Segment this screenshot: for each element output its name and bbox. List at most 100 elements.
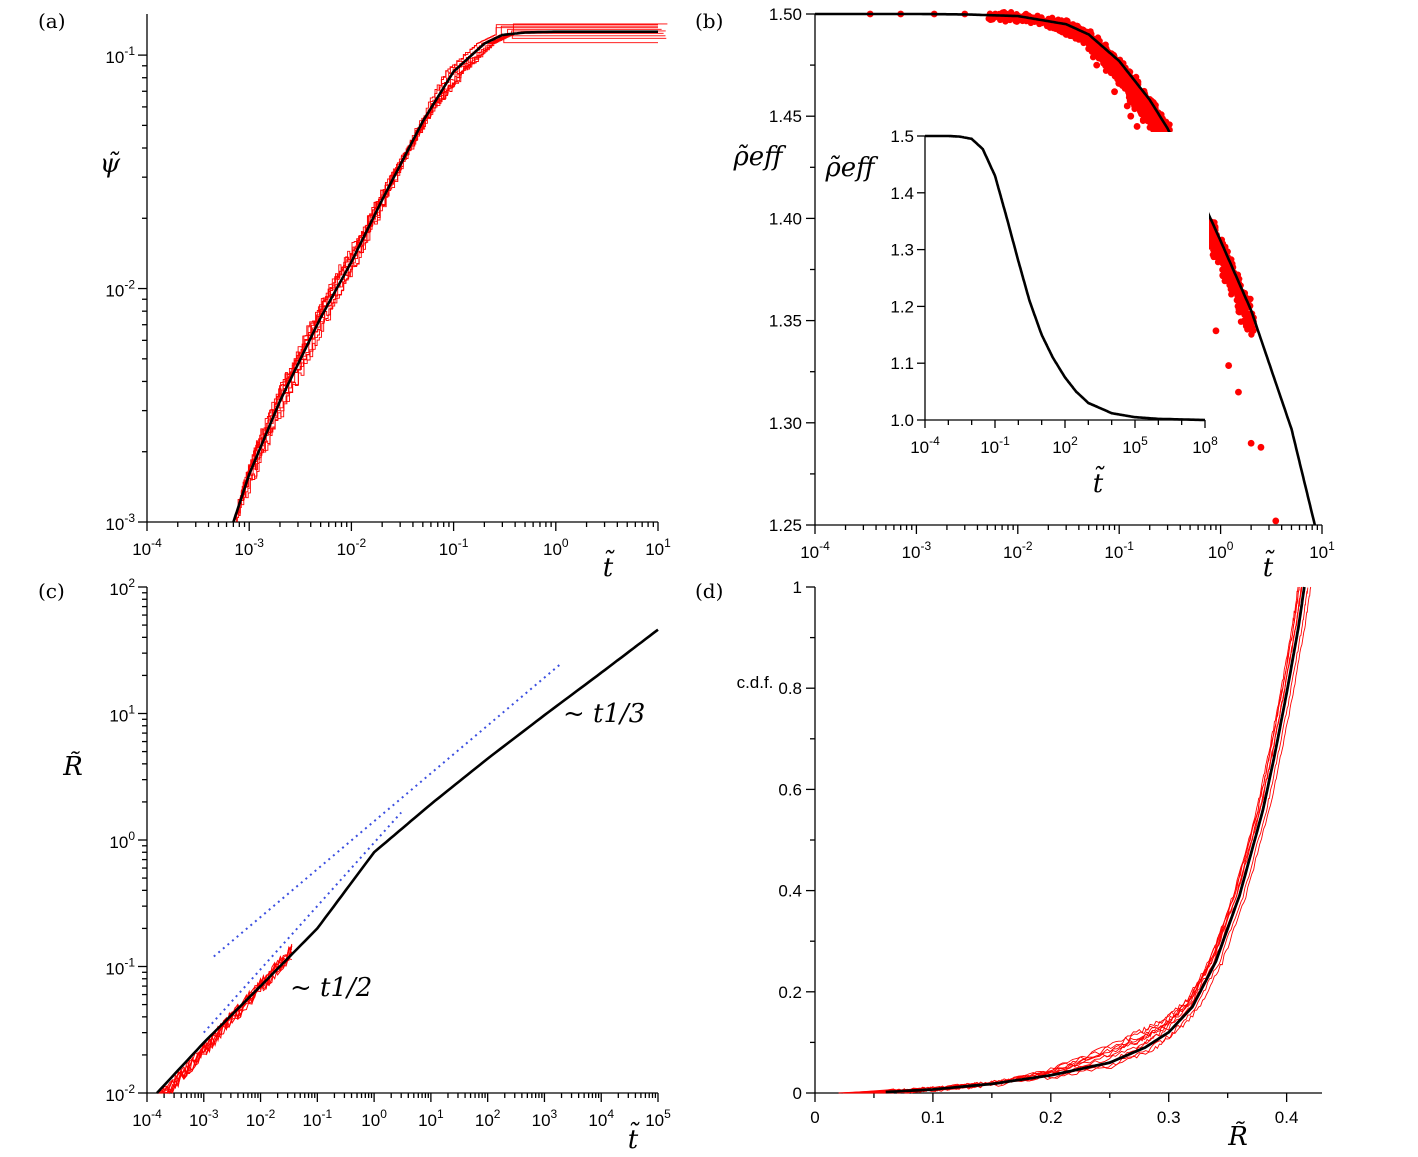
simulation-run	[861, 588, 1305, 1094]
x-tick-label-exp: 3	[551, 1107, 558, 1121]
x-tick-label-exp: 0	[562, 536, 569, 550]
simulation-point	[1225, 362, 1233, 369]
x-tick-label-base: 10	[645, 540, 664, 559]
x-tick-label: 100	[1208, 539, 1234, 562]
x-tick-label: 101	[645, 536, 671, 559]
fit-line-third	[213, 662, 563, 958]
simulation-run	[240, 34, 666, 492]
x-tick-label-exp: 2	[494, 1107, 501, 1121]
y-tick-label-base: 10	[105, 515, 124, 534]
x-tick-label-exp: -1	[321, 1107, 332, 1121]
inset-x-tick-label-exp: 2	[1071, 434, 1078, 448]
x-tick-label-base: 10	[132, 540, 151, 559]
inset-x-tick-label: 105	[1122, 434, 1148, 457]
y-tick-label-exp: 1	[128, 703, 135, 717]
simulation-point	[1257, 443, 1265, 451]
y-tick-label: 0.6	[778, 780, 802, 799]
y-axis-label: ρ̃eff	[732, 142, 787, 172]
x-tick-label-base: 10	[439, 540, 458, 559]
panel-d: (d) 0 0.1 0.2 0.3 0.4 0 0.2 0.4 0.6 0.8 1 c.d.f. R̃	[695, 578, 1322, 1152]
simulation-run	[842, 586, 1300, 1094]
x-tick-label: 10-3	[902, 539, 932, 562]
x-tick-label: 0.1	[921, 1108, 945, 1127]
panel-label: (a)	[38, 9, 66, 33]
x-tick-label: 100	[361, 1107, 387, 1130]
y-tick-label: 10-2	[105, 1082, 135, 1105]
x-tick-label-exp: 4	[607, 1107, 614, 1121]
inset-y-tick-label: 1.1	[890, 354, 914, 373]
simulation-point	[1247, 439, 1255, 447]
x-tick-label-base: 10	[475, 1111, 494, 1130]
annotation-t-third: ~ t1/3	[563, 699, 645, 729]
inset-x-axis-label: t̃	[1093, 465, 1106, 499]
inset-x-tick-label: 108	[1192, 434, 1218, 457]
simulation-point	[1100, 59, 1107, 67]
x-tick-label-base: 10	[1208, 543, 1227, 562]
y-tick-label: 10-3	[105, 511, 135, 534]
y-tick-label-exp: 0	[128, 829, 135, 843]
x-axis-label: t̃	[1263, 549, 1276, 583]
y-tick-label: 1.45	[769, 107, 802, 126]
simulation-run	[845, 586, 1312, 1094]
y-tick-label-exp: -2	[124, 278, 135, 292]
inset-x-tick-label-base: 10	[1192, 438, 1211, 457]
x-tick-label-base: 10	[588, 1111, 607, 1130]
x-tick-label: 10-2	[246, 1107, 276, 1130]
x-tick-label: 10-3	[234, 536, 264, 559]
y-tick-label: 0.8	[778, 679, 802, 698]
simulation-point	[1123, 102, 1131, 110]
x-tick-label-exp: 5	[664, 1107, 671, 1121]
x-tick-label-exp: -4	[819, 539, 830, 553]
simulation-run	[235, 25, 658, 522]
y-tick-label: 0.2	[778, 983, 802, 1002]
y-tick-label-exp: -2	[124, 1082, 135, 1096]
inset-x-tick-label-base: 10	[910, 438, 929, 457]
x-tick-label-exp: -3	[253, 536, 264, 550]
simulation-point	[1075, 35, 1083, 42]
annotation-t-half: ~ t1/2	[290, 973, 372, 1003]
simulation-run	[239, 32, 664, 506]
x-tick-label-base: 10	[337, 540, 356, 559]
x-tick-label: 10-4	[800, 539, 830, 562]
y-tick-label-base: 10	[109, 580, 128, 599]
x-tick-label: 103	[532, 1107, 558, 1130]
simulation-point	[1115, 80, 1123, 87]
x-tick-label-base: 10	[532, 1111, 551, 1130]
theory-curve	[815, 12, 1317, 526]
simulation-point	[1006, 16, 1014, 24]
simulation-point	[1235, 388, 1242, 396]
x-tick-label-base: 10	[132, 1111, 151, 1130]
panel-label: (c)	[38, 579, 65, 603]
inset-x-tick-label: 10-1	[980, 434, 1010, 457]
simulation-run	[838, 588, 1300, 1094]
inset-y-axis-label: ρ̃eff	[824, 153, 879, 183]
x-tick-label: 0	[810, 1108, 819, 1127]
x-tick-label-base: 10	[189, 1111, 208, 1130]
y-tick-label-exp: -1	[124, 956, 135, 970]
inset-y-tick-label: 1.5	[890, 127, 914, 146]
y-tick-label: 101	[109, 703, 135, 726]
y-tick-label-base: 10	[105, 48, 124, 67]
simulation-run	[242, 23, 668, 484]
x-tick-label: 10-4	[132, 1107, 162, 1130]
annotation-t-third-text: ~ t1/3	[563, 699, 645, 729]
simulation-run	[237, 28, 662, 513]
x-tick-label: 10-2	[1003, 539, 1033, 562]
simulation-point	[1247, 295, 1254, 303]
inset-x-tick-label-exp: 8	[1211, 434, 1218, 448]
x-tick-label-base: 10	[418, 1111, 437, 1130]
y-tick-label-base: 10	[105, 1086, 124, 1105]
panel-a: (a)10-4 10-3 10-2 10-1 100 10110-310-210-1ψ̃t…	[38, 9, 671, 583]
x-tick-label-base: 10	[246, 1111, 265, 1130]
inset: 10-4 10-1 102 105 1081.01.11.21.31.41.5ρ̃eff…	[824, 127, 1218, 499]
x-tick-label-exp: -4	[151, 536, 162, 550]
y-tick-label: 10-1	[105, 956, 135, 979]
inset-x-tick-label-base: 10	[1122, 438, 1141, 457]
inset-x-tick-label-base: 10	[1052, 438, 1071, 457]
x-tick-label-exp: -3	[921, 539, 932, 553]
simulation-run	[235, 27, 658, 519]
x-tick-label-base: 10	[1003, 543, 1022, 562]
y-tick-label: 102	[109, 576, 135, 599]
y-tick-label: 10-2	[105, 278, 135, 301]
simulation-run	[859, 586, 1302, 1094]
